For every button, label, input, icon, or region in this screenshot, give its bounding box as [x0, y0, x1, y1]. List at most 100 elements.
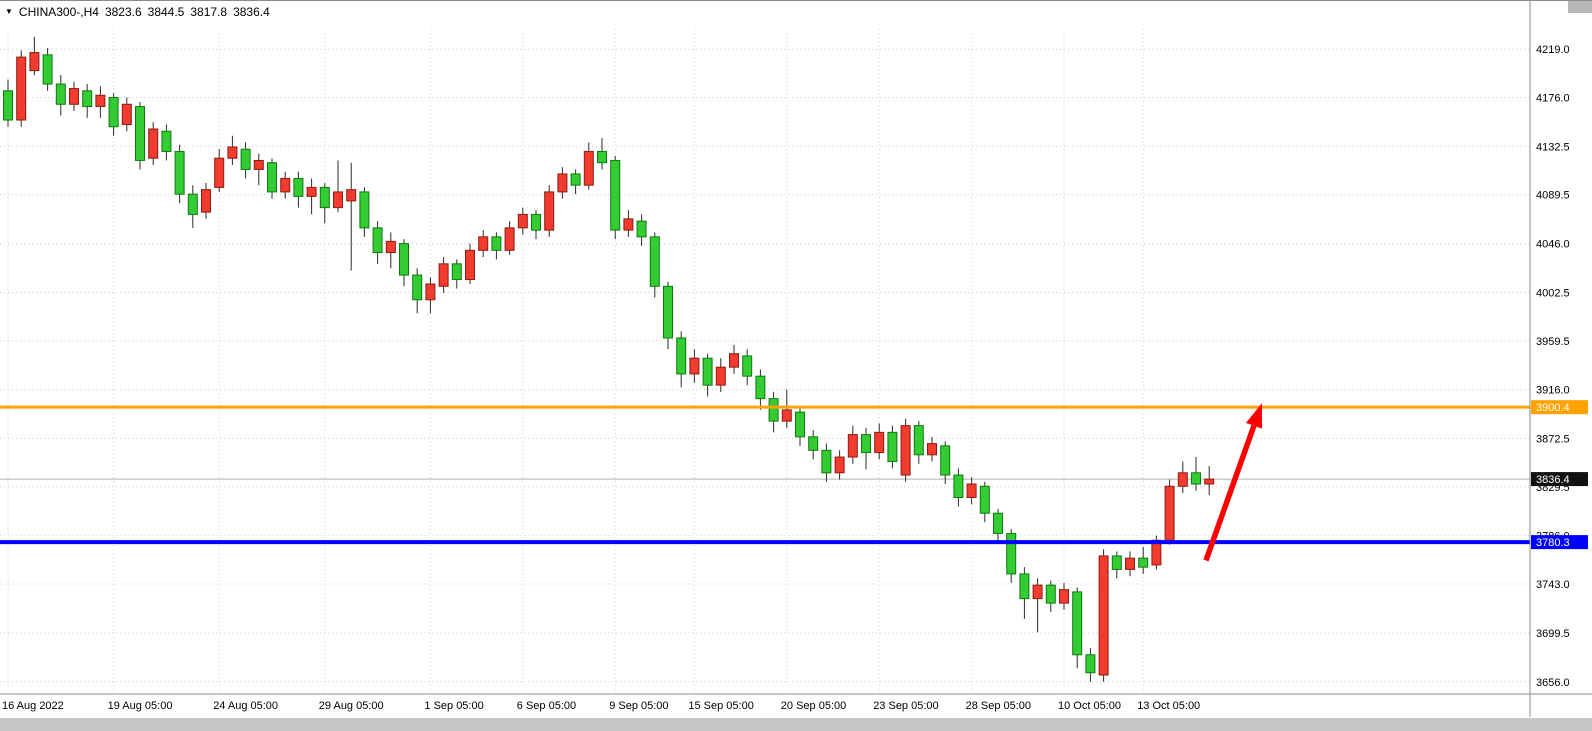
candle-bearish: [1191, 472, 1201, 485]
chart-title-bar: ▼ CHINA300-,H4 3823.6 3844.5 3817.8 3836…: [5, 5, 270, 19]
candle-bullish: [874, 431, 885, 454]
candle-bullish: [1098, 555, 1109, 676]
candle-bearish: [187, 193, 198, 215]
candle-bullish: [253, 159, 264, 170]
time-tick-label: 13 Oct 05:00: [1137, 700, 1200, 712]
candle-bearish: [676, 337, 687, 375]
current-price-label: [1531, 472, 1588, 487]
candle-bearish: [742, 355, 753, 377]
price-tick-label: 4089.5: [1536, 190, 1570, 202]
candle-bearish: [1072, 591, 1083, 656]
candle-bearish: [702, 357, 713, 386]
candle-bullish: [1032, 584, 1043, 600]
candle-bearish: [451, 263, 462, 281]
candle-bullish: [478, 236, 489, 251]
candle-bullish: [927, 443, 937, 456]
candle-bullish: [95, 94, 106, 108]
time-tick-label: 20 Sep 05:00: [781, 700, 846, 712]
time-tick-label: 19 Aug 05:00: [108, 700, 173, 712]
candle-bearish: [663, 285, 673, 339]
candle-bearish: [808, 436, 819, 451]
candle-bearish: [597, 150, 607, 164]
time-tick-label: 10 Oct 05:00: [1058, 700, 1121, 712]
candle-bullish: [69, 88, 79, 105]
price-tick-label: 4219.0: [1536, 44, 1570, 56]
candle-bullish: [900, 425, 911, 476]
candle-bullish: [689, 357, 700, 375]
candle-bullish: [465, 249, 475, 281]
candle-bearish: [55, 83, 66, 105]
candle-bullish: [557, 173, 568, 193]
candle-bullish: [385, 240, 396, 254]
ohlc-high: 3844.5: [147, 5, 185, 19]
candle-bullish: [29, 52, 40, 72]
price-tick-label: 3743.0: [1536, 579, 1570, 591]
candle-bullish: [333, 191, 343, 209]
time-tick-label: 15 Sep 05:00: [688, 700, 753, 712]
candle-bearish: [1019, 573, 1030, 600]
candle-bullish: [214, 157, 225, 188]
support-line-price-label-text: 3780.3: [1536, 537, 1570, 549]
candle-bearish: [82, 90, 93, 108]
candle-bearish: [913, 425, 924, 456]
time-tick-label: 16 Aug 2022: [2, 700, 64, 712]
candle-bullish: [781, 409, 792, 422]
candle-bullish: [517, 213, 528, 229]
resistance-line-price-label-text: 3900.4: [1536, 402, 1570, 414]
candle-bearish: [887, 431, 898, 463]
status-strip: [0, 718, 1592, 731]
candle-bearish: [979, 485, 990, 514]
candle-bearish: [768, 398, 779, 422]
candle-bearish: [636, 220, 647, 238]
current-price-label-text: 3836.4: [1536, 474, 1570, 486]
candle-bearish: [42, 54, 53, 85]
price-tick-label: 4176.0: [1536, 93, 1570, 105]
candle-bearish: [531, 213, 541, 231]
candle-bullish: [1059, 589, 1069, 604]
symbol-dropdown-icon[interactable]: ▼: [5, 7, 13, 16]
price-tick-label: 3959.5: [1536, 336, 1570, 348]
candle-bearish: [1045, 584, 1056, 604]
candle-bullish: [1177, 472, 1188, 487]
time-tick-label: 23 Sep 05:00: [873, 700, 938, 712]
time-tick-label: 29 Aug 05:00: [319, 700, 384, 712]
price-tick-label: 4046.0: [1536, 239, 1570, 251]
trend-arrow-shaft[interactable]: [1203, 424, 1257, 562]
candle-bearish: [491, 236, 502, 251]
candle-bearish: [795, 411, 805, 438]
candle-bearish: [1138, 557, 1149, 568]
candle-bullish: [121, 103, 132, 125]
ohlc-close: 3836.4: [233, 5, 270, 19]
candle-bearish: [610, 159, 621, 231]
candle-bullish: [306, 186, 317, 197]
candle-bullish: [16, 56, 27, 121]
candle-bearish: [821, 449, 832, 474]
candle-bearish: [399, 243, 409, 276]
candle-bullish: [346, 189, 357, 202]
candle-bearish: [174, 150, 185, 195]
scrollbar-corner: [1568, 1, 1592, 13]
candle-bearish: [1085, 654, 1096, 674]
candle-bullish: [1164, 485, 1175, 541]
price-tick-label: 3656.0: [1536, 677, 1570, 689]
candle-bearish: [267, 162, 277, 193]
candle-bullish: [834, 456, 845, 474]
candle-bullish: [729, 353, 739, 368]
candle-bearish: [293, 177, 304, 197]
resistance-line-price-label: [1531, 400, 1588, 415]
candle-bearish: [1006, 532, 1017, 575]
candle-bullish: [201, 189, 211, 213]
candle-bearish: [649, 236, 660, 287]
support-line-price-label: [1531, 535, 1588, 550]
candle-bullish: [544, 191, 555, 231]
trend-arrow-head[interactable]: [1245, 403, 1262, 429]
candle-bullish: [227, 146, 238, 159]
candle-bearish: [3, 90, 13, 121]
candle-bearish: [570, 173, 581, 186]
candle-bearish: [372, 227, 383, 254]
time-tick-label: 6 Sep 05:00: [517, 700, 576, 712]
candle-bullish: [280, 177, 291, 193]
price-tick-label: 4132.5: [1536, 141, 1570, 153]
candle-bullish: [438, 263, 449, 287]
